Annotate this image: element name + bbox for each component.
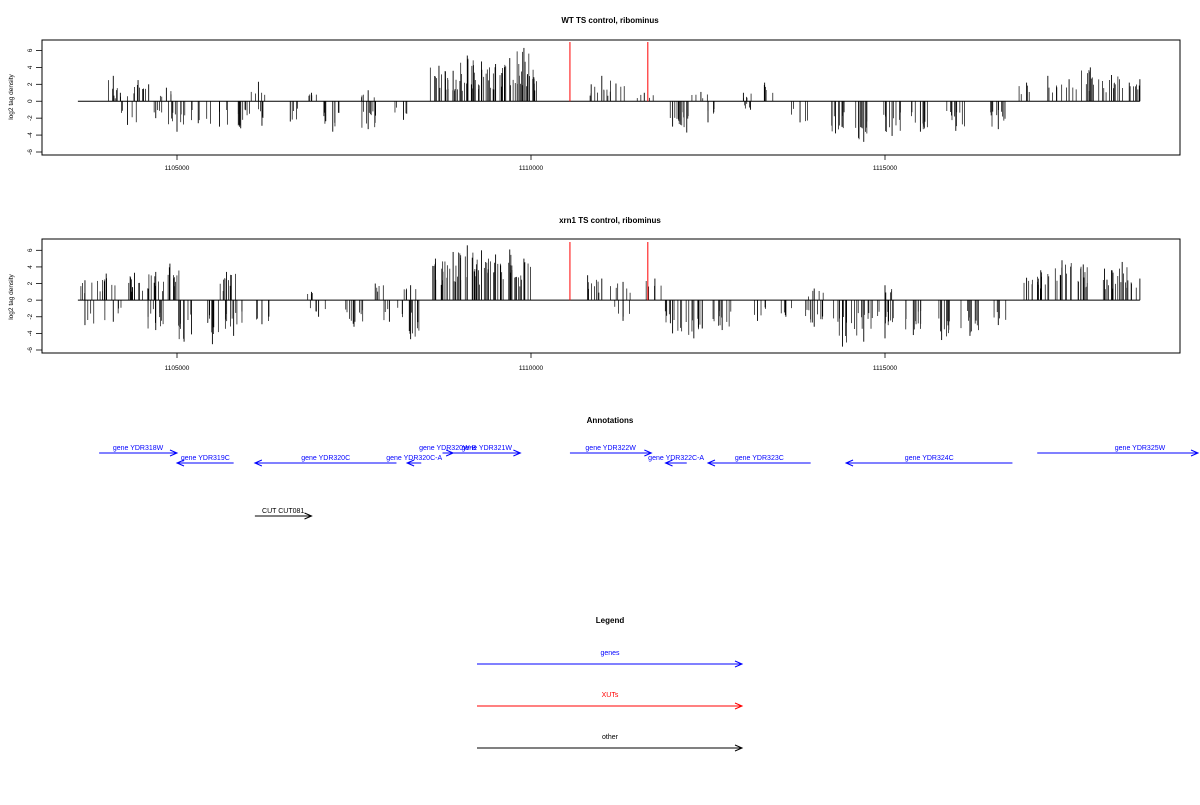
plot-frame [41, 238, 1181, 354]
y-tick-label: 6 [27, 248, 34, 252]
annotation-feature: gene YDR318W [99, 445, 179, 457]
y-tick-label: 0 [27, 99, 34, 103]
feature-label: gene YDR320C [301, 455, 350, 462]
arrow-left-icon [405, 459, 415, 467]
feature-label: gene YDR321W [462, 445, 513, 452]
legend-items: genes XUTs other [477, 650, 744, 752]
y-tick-label: -6 [27, 149, 34, 155]
annotation-feature: gene YDR320C [253, 455, 397, 467]
feature-label: gene YDR320C-A [386, 455, 442, 462]
density-bars [77, 242, 1141, 347]
legend-label: other [602, 734, 619, 741]
y-tick-label: -6 [27, 347, 34, 353]
feature-label: gene YDR322C-A [648, 455, 704, 462]
y-axis: -6 -4 -2 0 2 4 6 [27, 48, 42, 155]
y-axis-label: log2 tag density [8, 73, 15, 119]
annotation-feature: gene YDR321W [453, 445, 522, 457]
feature-label: gene YDR324C [905, 455, 954, 462]
arrow-right-icon [734, 744, 744, 752]
x-axis: 1105000 1110000 1115000 [165, 155, 898, 172]
panel-title: WT TS control, ribominus [561, 16, 659, 25]
feature-label: gene YDR322W [585, 445, 636, 452]
arrow-right-icon [169, 449, 179, 457]
y-tick-label: -2 [27, 115, 34, 121]
y-tick-label: -4 [27, 132, 34, 138]
feature-label: gene YDR318W [113, 445, 164, 452]
annotation-features: gene YDR318W gene YDR319C gene YDR320C gene… [99, 445, 1200, 520]
y-axis: -6 -4 -2 0 2 4 6 [27, 248, 42, 353]
feature-label: gene YDR320W-B [419, 445, 477, 452]
arrow-right-icon [513, 449, 522, 457]
x-tick-label: 1110000 [519, 365, 544, 372]
x-tick-label: 1105000 [165, 365, 190, 372]
legend-title: Legend [596, 616, 625, 625]
y-tick-label: 0 [27, 298, 34, 302]
legend: Legend genes XUTs other [477, 616, 744, 752]
legend-item: genes [477, 650, 744, 668]
y-tick-label: -2 [27, 313, 34, 319]
annotation-feature: gene YDR325W [1037, 445, 1200, 457]
annotation-feature: gene YDR320C-A [386, 455, 442, 467]
legend-label: XUTs [602, 692, 619, 699]
arrow-left-icon [664, 459, 673, 467]
annotation-feature: gene YDR323C [706, 455, 811, 467]
arrow-right-icon [304, 512, 313, 520]
arrow-right-icon [734, 660, 744, 668]
arrow-left-icon [844, 459, 854, 467]
annotations-title: Annotations [587, 416, 634, 425]
x-tick-label: 1110000 [519, 165, 544, 172]
panel-xrn1-ts-control: xrn1 TS control, ribominus log2 tag dens… [8, 216, 1181, 372]
x-axis: 1105000 1110000 1115000 [165, 353, 898, 372]
y-tick-label: 2 [27, 281, 34, 285]
plot-frame [41, 39, 1181, 156]
legend-item: XUTs [477, 692, 744, 710]
arrow-right-icon [1190, 449, 1200, 457]
x-tick-label: 1105000 [165, 165, 190, 172]
annotation-feature: gene YDR324C [844, 455, 1013, 467]
y-tick-label: 2 [27, 82, 34, 86]
feature-label: CUT CUT081 [262, 508, 304, 515]
arrow-left-icon [253, 459, 263, 467]
arrow-right-icon [644, 449, 653, 457]
annotation-feature: gene YDR319C [175, 455, 234, 467]
x-tick-label: 1115000 [873, 165, 898, 172]
annotation-feature: gene YDR322C-A [648, 455, 704, 467]
y-tick-label: 6 [27, 48, 34, 52]
feature-label: gene YDR325W [1115, 445, 1166, 452]
annotation-feature: CUT CUT081 [254, 508, 313, 520]
y-tick-label: 4 [27, 65, 34, 69]
arrow-right-icon [734, 702, 744, 710]
x-tick-label: 1115000 [873, 365, 898, 372]
arrow-left-icon [706, 459, 716, 467]
y-axis-label: log2 tag density [8, 273, 15, 319]
annotation-feature: gene YDR322W [569, 445, 653, 457]
density-bars [77, 42, 1141, 142]
panel-wt-ts-control: WT TS control, ribominus log2 tag densit… [8, 16, 1181, 172]
y-tick-label: -4 [27, 330, 34, 336]
legend-item: other [477, 734, 744, 752]
arrow-left-icon [175, 459, 185, 467]
feature-label: gene YDR323C [735, 455, 784, 462]
legend-label: genes [600, 650, 620, 657]
panel-title: xrn1 TS control, ribominus [559, 216, 661, 225]
y-tick-label: 4 [27, 265, 34, 269]
feature-label: gene YDR319C [181, 455, 230, 462]
